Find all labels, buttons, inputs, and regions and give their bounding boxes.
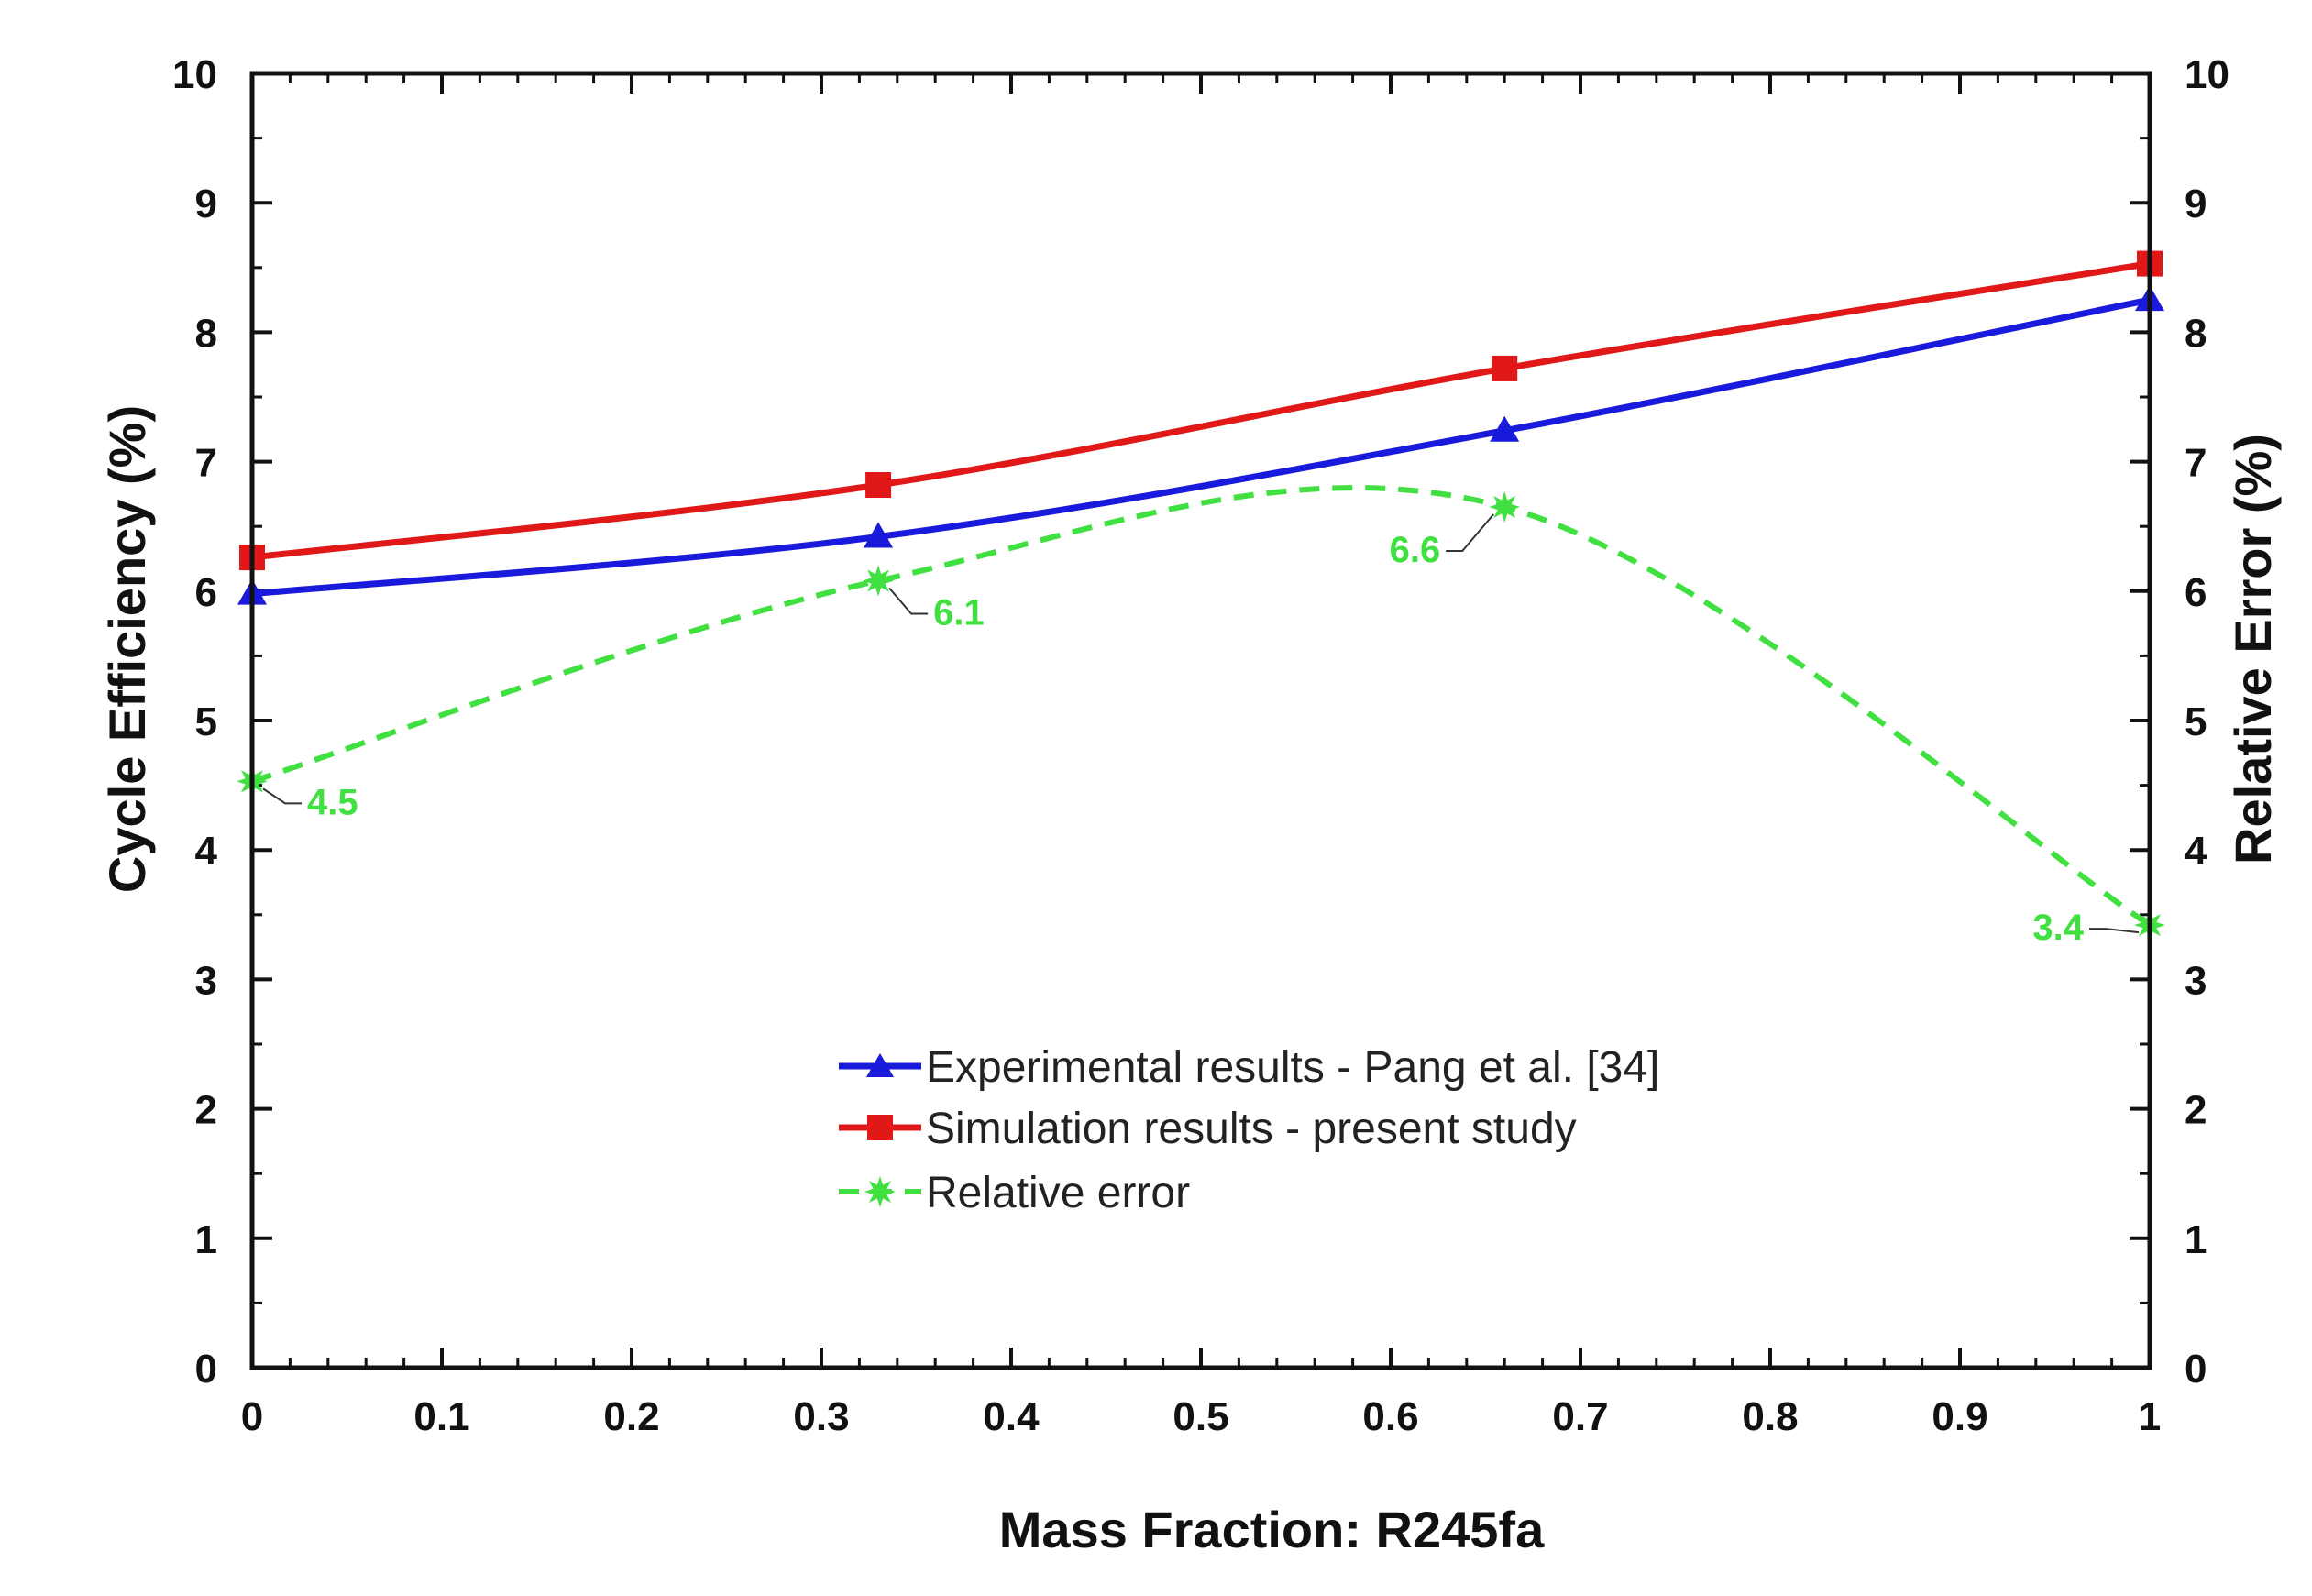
plot-frame xyxy=(249,71,2152,1370)
data-point-star xyxy=(1489,491,1521,523)
y-tick-label: 2 xyxy=(195,1088,217,1133)
data-label-relative-error: 4.5 xyxy=(307,782,358,822)
x-axis-title: Mass Fraction: R245fa xyxy=(999,1501,1545,1558)
annotation-leader-line xyxy=(262,787,302,805)
x-tick-label: 0.2 xyxy=(603,1394,659,1439)
y2-tick-label: 8 xyxy=(2185,311,2207,356)
legend-label-relative-error: Relative error xyxy=(926,1169,1190,1217)
x-tick-label: 0.9 xyxy=(1932,1394,1987,1439)
y-tick-label: 1 xyxy=(195,1217,217,1262)
data-point-triangle xyxy=(1490,415,1520,442)
y-tick-label: 10 xyxy=(172,52,217,97)
y2-tick-label: 2 xyxy=(2185,1088,2207,1133)
y-tick-label: 6 xyxy=(195,570,217,615)
x-tick-label: 0.4 xyxy=(983,1394,1040,1439)
legend-marker-square xyxy=(867,1115,893,1140)
y2-tick-label: 10 xyxy=(2185,52,2229,97)
y-tick-label: 9 xyxy=(195,182,217,226)
legend-marker-triangle xyxy=(866,1053,894,1077)
series-line-simulation xyxy=(251,260,2151,561)
legend: Experimental results - Pang et al. [34] … xyxy=(839,1043,1659,1217)
y2-tick-label: 9 xyxy=(2185,182,2207,226)
y-axis-title: Cycle Efficiency (%) xyxy=(98,405,156,893)
data-label-relative-error: 6.6 xyxy=(1390,530,1441,570)
annotation-leader-line xyxy=(2089,928,2140,934)
data-point-star xyxy=(863,565,895,597)
legend-marker-star xyxy=(864,1176,896,1207)
y2-tick-label: 0 xyxy=(2185,1347,2207,1392)
x-tick-label: 1 xyxy=(2139,1394,2161,1439)
series-line-relative-error xyxy=(251,485,2152,928)
y2-tick-label: 1 xyxy=(2185,1217,2207,1262)
ticks-layer: 0 0.1 0.2 0.3 0.4 0.5 0.6 0.7 0.8 0.9 101234567891… xyxy=(172,52,2229,1439)
x-tick-label: 0 xyxy=(241,1394,263,1439)
legend-label-experimental: Experimental results - Pang et al. [34] xyxy=(926,1043,1659,1092)
y2-tick-label: 4 xyxy=(2185,829,2207,874)
legend-item-experimental: Experimental results - Pang et al. [34] xyxy=(839,1043,1659,1092)
data-label-relative-error: 3.4 xyxy=(2032,908,2084,948)
y2-tick-label: 5 xyxy=(2185,699,2207,744)
annotation-leader-line xyxy=(888,587,929,615)
y2-axis-title: Relative Error (%) xyxy=(2224,434,2282,864)
x-tick-label: 0.5 xyxy=(1173,1394,1228,1439)
data-point-square xyxy=(865,472,892,499)
y-tick-label: 4 xyxy=(195,829,218,874)
y-tick-label: 8 xyxy=(195,311,217,356)
legend-label-simulation: Simulation results - present study xyxy=(926,1105,1577,1153)
data-point-triangle xyxy=(864,522,894,548)
data-point-square xyxy=(1492,355,1518,381)
series-line-experimental xyxy=(251,296,2151,598)
y2-tick-label: 6 xyxy=(2185,570,2207,615)
y-tick-label: 3 xyxy=(195,958,217,1003)
annotation-leader-line xyxy=(1446,513,1494,553)
x-tick-label: 0.7 xyxy=(1552,1394,1608,1439)
x-tick-label: 0.1 xyxy=(413,1394,469,1439)
data-label-relative-error: 6.1 xyxy=(933,593,985,633)
legend-item-simulation: Simulation results - present study xyxy=(839,1105,1577,1153)
y-tick-label: 0 xyxy=(195,1347,217,1392)
legend-item-relative-error: Relative error xyxy=(839,1169,1190,1217)
x-tick-label: 0.3 xyxy=(793,1394,849,1439)
y-tick-label: 5 xyxy=(195,699,217,744)
y-tick-label: 7 xyxy=(195,441,217,486)
y2-tick-label: 3 xyxy=(2185,958,2207,1003)
x-tick-label: 0.6 xyxy=(1362,1394,1418,1439)
x-tick-label: 0.8 xyxy=(1742,1394,1798,1439)
annotations-layer: 4.5 6.1 6.6 3.4 xyxy=(262,513,2140,948)
y2-tick-label: 7 xyxy=(2185,441,2207,486)
